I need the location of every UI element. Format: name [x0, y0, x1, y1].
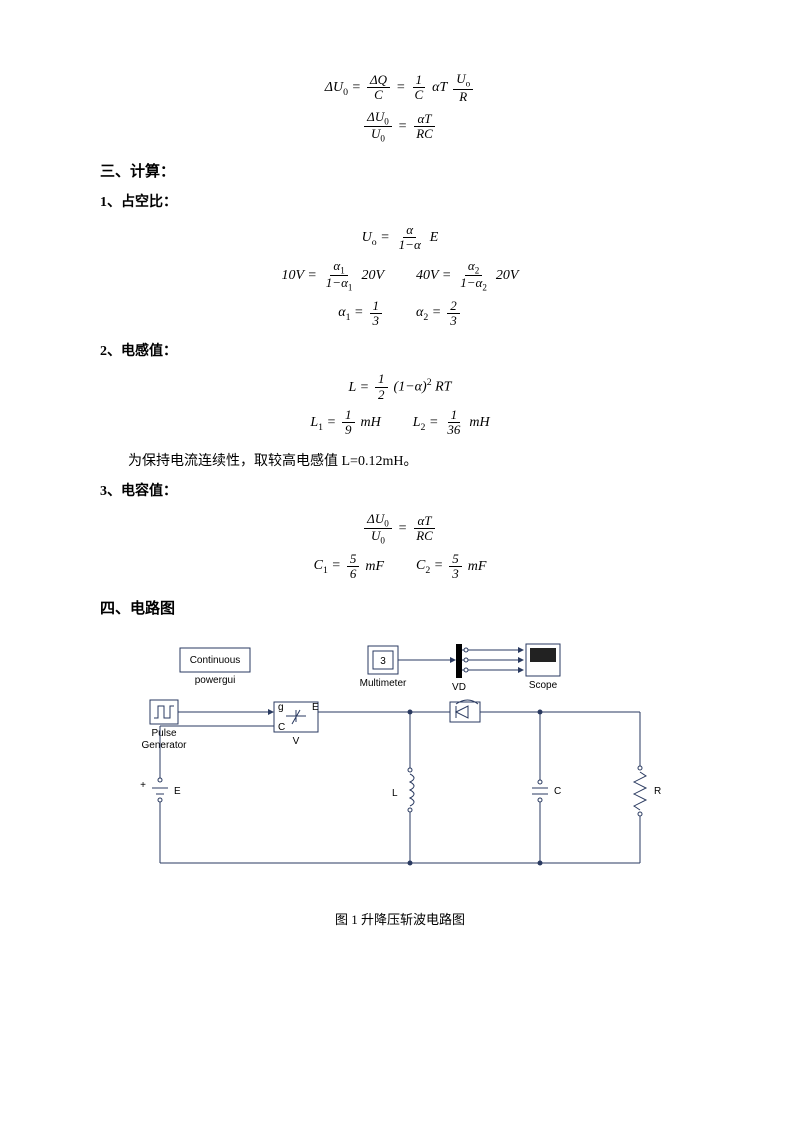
section-4-title: 四、电路图	[100, 597, 700, 618]
section-3-title: 三、计算：	[100, 160, 700, 181]
equation-block-top: ΔU0 = ΔQC = 1C αT UoR ΔU0U0 = αTRC	[100, 72, 700, 144]
v-label: V	[293, 736, 300, 747]
figure-caption: 图 1 升降压斩波电路图	[100, 909, 700, 928]
multimeter-value: 3	[380, 656, 386, 667]
sub1-equations: Uo = α1−α E 10V = α11−α1 20V 40V = α21−α…	[100, 223, 700, 328]
powergui-label: powergui	[195, 675, 236, 686]
eq-top-2: ΔU0U0 = αTRC	[100, 110, 700, 144]
sub2-title: 2、电感值：	[100, 340, 700, 360]
r-label: R	[654, 786, 661, 797]
generator-label: Generator	[141, 740, 187, 751]
sub3-title: 3、电容值：	[100, 480, 700, 500]
g-label: g	[278, 702, 284, 713]
c-label: C	[278, 722, 285, 733]
vd-label: VD	[452, 682, 466, 693]
circuit-diagram: Continuous powergui 3 Multimeter VD Scop…	[120, 638, 680, 893]
sub3-equations: ΔU0U0 = αTRC C1 = 56 mF C2 = 53 mF	[100, 512, 700, 582]
e-label: E	[312, 702, 319, 713]
eq-top-1: ΔU0 = ΔQC = 1C αT UoR	[100, 72, 700, 104]
multimeter-label: Multimeter	[360, 678, 407, 689]
sub2-equations: L = 12 (1−α)2 RT L1 = 19 mH L2 = 136 mH	[100, 372, 700, 437]
svg-text:+: +	[140, 780, 146, 791]
e-src-label: E	[174, 786, 181, 797]
continuous-text: Continuous	[190, 655, 241, 666]
sub2-note: 为保持电流连续性，取较高电感值 L=0.12mH。	[100, 450, 700, 470]
pulse-label: Pulse	[151, 728, 176, 739]
sub1-title: 1、占空比：	[100, 191, 700, 211]
l-label: L	[392, 788, 398, 799]
scope-label: Scope	[529, 680, 558, 691]
ccap-label: C	[554, 786, 561, 797]
